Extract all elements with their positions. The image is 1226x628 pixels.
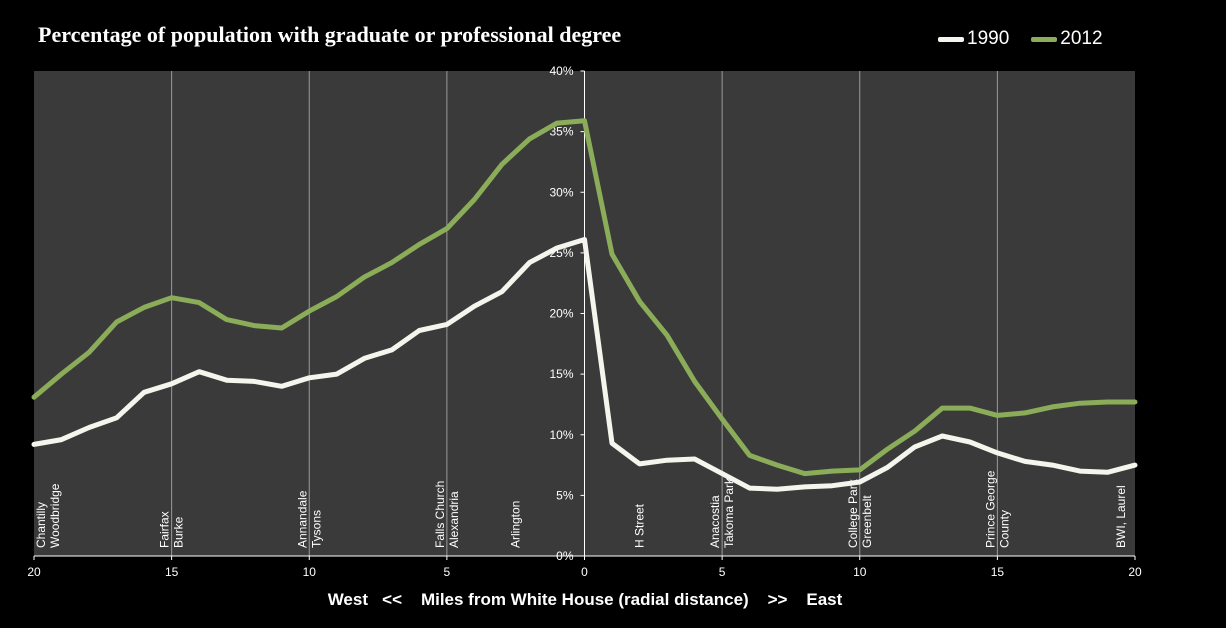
x-axis-left-arrow: << [382, 590, 403, 609]
place-label: Falls Church [433, 481, 447, 548]
legend-item-1990: 1990 [938, 28, 1009, 50]
place-label: Takoma Park [722, 477, 736, 548]
series-line-1990 [31, 237, 1138, 492]
legend-item-2012: 2012 [1031, 28, 1103, 50]
legend: 1990 2012 [938, 28, 1103, 50]
y-tick-label: 40% [549, 64, 573, 78]
place-label: Prince George [983, 470, 997, 548]
x-axis-label: Miles from White House (radial distance) [420, 590, 749, 609]
place-label: County [997, 510, 1011, 548]
x-tick-label: 15 [165, 565, 179, 579]
x-axis-west-label: West [327, 590, 368, 609]
x-axis-right-arrow: >> [767, 590, 788, 609]
place-label: H Street [633, 503, 647, 548]
x-tick-label: 5 [719, 565, 726, 579]
x-tick-label: 10 [303, 565, 317, 579]
x-tick-label: 10 [853, 565, 867, 579]
place-label: Chantilly [34, 502, 48, 548]
legend-label-1990: 1990 [967, 28, 1010, 49]
place-label: Fairfax [158, 511, 172, 548]
x-tick-label: 20 [1128, 565, 1142, 579]
chart-title: Percentage of population with graduate o… [38, 22, 622, 47]
place-label: Arlington [509, 501, 523, 548]
y-tick-label: 5% [556, 488, 574, 502]
legend-swatch-1990 [938, 36, 964, 42]
place-label: Alexandria [447, 491, 461, 548]
y-tick-label: 35% [549, 125, 573, 139]
series-line-2012 [31, 118, 1138, 477]
x-tick-label: 0 [581, 565, 588, 579]
x-axis-title: West << Miles from White House (radial d… [0, 590, 1170, 610]
x-axis-east-label: East [806, 590, 843, 609]
x-tick-label: 20 [27, 565, 41, 579]
place-label: Annandale [295, 490, 309, 548]
place-label: BWI, Laurel [1114, 485, 1128, 548]
place-label: Greenbelt [860, 495, 874, 548]
place-label: Anacostia [708, 495, 722, 548]
legend-swatch-2012 [1031, 36, 1058, 42]
place-label: Tysons [309, 510, 323, 548]
place-label: Woodbridge [48, 483, 62, 548]
y-tick-label: 30% [549, 185, 573, 199]
x-tick-label: 15 [991, 565, 1005, 579]
x-tick-label: 5 [444, 565, 451, 579]
y-tick-label: 15% [549, 367, 573, 381]
place-label: College Park [846, 478, 860, 548]
y-tick-label: 10% [549, 428, 573, 442]
place-label: Burke [172, 516, 186, 548]
y-tick-label: 20% [549, 307, 573, 321]
legend-label-2012: 2012 [1060, 28, 1103, 49]
